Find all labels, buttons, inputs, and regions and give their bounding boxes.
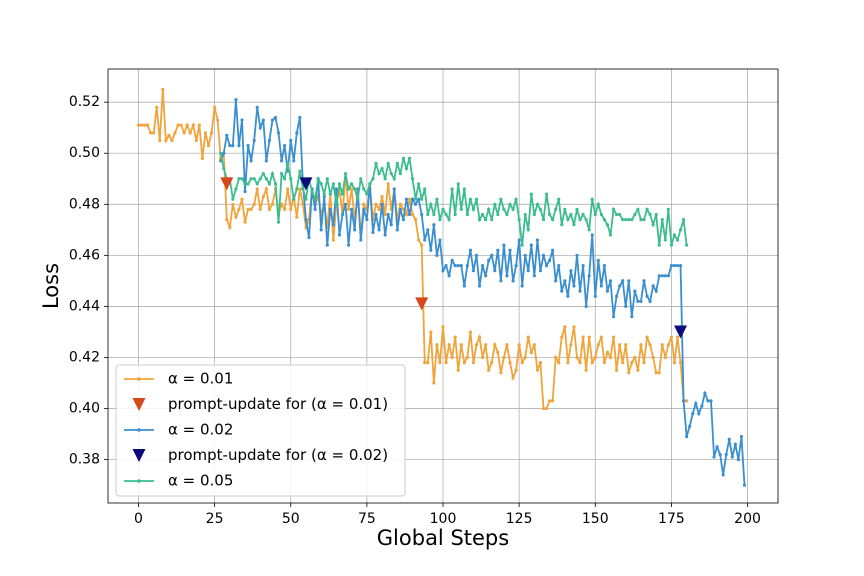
y-tick-label: 0.50	[69, 145, 100, 161]
line-series	[136, 87, 689, 411]
y-axis-label: Loss	[39, 263, 63, 309]
legend-label: prompt-update for (α = 0.01)	[168, 395, 388, 413]
legend-symbol	[137, 377, 141, 381]
legend-label: α = 0.05	[168, 472, 233, 490]
x-tick-label: 150	[582, 511, 609, 527]
legend-box	[115, 364, 406, 497]
y-tick-label: 0.52	[69, 94, 100, 110]
prompt-update-marker	[415, 297, 429, 311]
x-tick-label: 50	[282, 511, 300, 527]
line-series	[219, 151, 689, 247]
x-tick-label: 100	[430, 511, 457, 527]
legend-symbol	[137, 479, 141, 483]
y-tick-label: 0.46	[69, 247, 100, 263]
x-tick-label: 125	[506, 511, 533, 527]
prompt-update-marker	[299, 177, 313, 191]
y-tick-label: 0.40	[69, 401, 100, 417]
legend-label: α = 0.02	[168, 421, 233, 439]
legend-label: α = 0.01	[168, 370, 233, 388]
axes-frame	[107, 68, 779, 504]
y-tick-label: 0.48	[69, 196, 100, 212]
legend-symbol	[132, 449, 146, 462]
y-tick-label: 0.42	[69, 349, 100, 365]
legend-label: prompt-update for (α = 0.02)	[168, 446, 388, 464]
prompt-update-marker	[674, 325, 688, 339]
x-axis-label: Global Steps	[377, 526, 509, 550]
y-tick-label: 0.44	[69, 298, 100, 314]
y-tick-label: 0.38	[69, 452, 100, 468]
x-tick-label: 200	[734, 511, 761, 527]
x-tick-label: 25	[206, 511, 224, 527]
legend-symbol	[132, 398, 146, 411]
x-tick-label: 0	[134, 511, 143, 527]
x-tick-label: 75	[358, 511, 376, 527]
prompt-update-marker	[220, 177, 234, 191]
x-tick-label: 175	[658, 511, 685, 527]
legend-symbol	[137, 428, 141, 432]
